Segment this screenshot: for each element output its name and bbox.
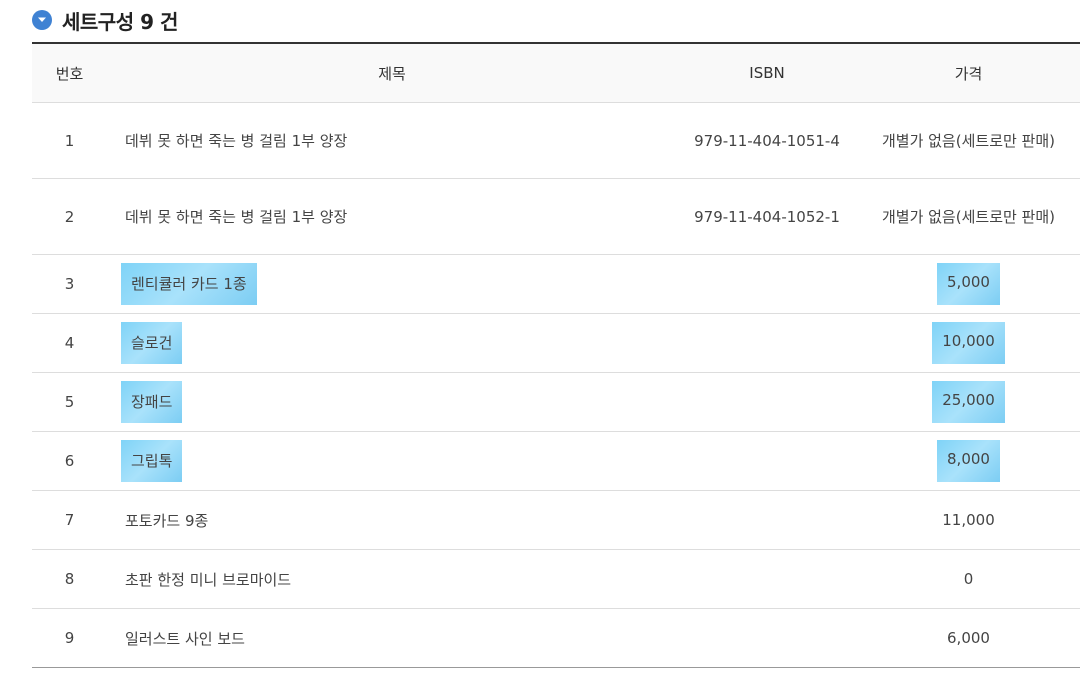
column-header-title: 제목 — [107, 43, 677, 103]
table-row: 8 초판 한정 미니 브로마이드 0 — [32, 549, 1080, 609]
row-price: 11,000 — [942, 511, 995, 529]
table-row: 3 렌티큘러 카드 1종 5,000 — [32, 254, 1080, 314]
row-title: 장패드 — [121, 381, 183, 423]
row-number: 2 — [64, 207, 75, 226]
row-isbn-cell — [677, 490, 857, 550]
row-number-cell: 4 — [32, 313, 107, 373]
row-price-cell: 11,000 — [857, 490, 1080, 550]
row-price-cell: 개별가 없음(세트로만 판매) — [857, 178, 1080, 255]
row-isbn-cell — [677, 254, 857, 314]
row-price: 6,000 — [947, 629, 990, 647]
row-title-cell: 일러스트 사인 보드 — [107, 608, 677, 668]
row-title-cell: 그립톡 — [107, 431, 677, 491]
row-number-cell: 3 — [32, 254, 107, 314]
row-isbn-cell — [677, 431, 857, 491]
row-title-cell: 포토카드 9종 — [107, 490, 677, 550]
row-number-cell: 5 — [32, 372, 107, 432]
row-title: 그립톡 — [121, 440, 183, 482]
table-row: 2 데뷔 못 하면 죽는 병 걸림 1부 양장 979-11-404-1052-1 개… — [32, 178, 1080, 255]
section-header: 세트구성 9 건 — [32, 4, 178, 36]
row-number-cell: 1 — [32, 102, 107, 179]
row-isbn-cell: 979-11-404-1051-4 — [677, 102, 857, 179]
row-title: 포토카드 9종 — [125, 511, 209, 530]
row-price: 10,000 — [932, 322, 1005, 364]
row-number-cell: 6 — [32, 431, 107, 491]
row-number-cell: 7 — [32, 490, 107, 550]
row-isbn-cell — [677, 549, 857, 609]
set-composition-table: 번호 제목 ISBN 가격 1 데뷔 못 하면 죽는 병 걸림 1부 양장 979-… — [32, 42, 1080, 668]
row-number-cell: 2 — [32, 178, 107, 255]
row-price-cell: 5,000 — [857, 254, 1080, 314]
row-price-cell: 6,000 — [857, 608, 1080, 668]
table-row: 5 장패드 25,000 — [32, 372, 1080, 432]
row-number: 8 — [64, 570, 75, 588]
row-price-cell: 개별가 없음(세트로만 판매) — [857, 102, 1080, 179]
row-title: 렌티큘러 카드 1종 — [121, 263, 257, 305]
row-title: 초판 한정 미니 브로마이드 — [125, 570, 292, 589]
column-header-number: 번호 — [32, 43, 107, 103]
row-price-cell: 8,000 — [857, 431, 1080, 491]
table-header-row: 번호 제목 ISBN 가격 — [32, 43, 1080, 103]
row-title: 슬로건 — [121, 322, 183, 364]
row-isbn-cell — [677, 313, 857, 373]
row-title-cell: 데뷔 못 하면 죽는 병 걸림 1부 양장 — [107, 102, 677, 179]
row-price-cell: 25,000 — [857, 372, 1080, 432]
table-row: 6 그립톡 8,000 — [32, 431, 1080, 491]
table-row: 1 데뷔 못 하면 죽는 병 걸림 1부 양장 979-11-404-1051-4 개… — [32, 102, 1080, 179]
row-title: 데뷔 못 하면 죽는 병 걸림 1부 양장 — [125, 208, 348, 226]
row-isbn-cell: 979-11-404-1052-1 — [677, 178, 857, 255]
row-number: 9 — [64, 629, 75, 647]
row-isbn-cell — [677, 608, 857, 668]
row-title-cell: 슬로건 — [107, 313, 677, 373]
row-price: 개별가 없음(세트로만 판매) — [881, 208, 1056, 226]
row-number: 4 — [64, 334, 75, 352]
row-price: 8,000 — [937, 440, 1000, 482]
row-number: 1 — [64, 131, 75, 150]
row-number: 6 — [64, 452, 75, 470]
row-title-cell: 장패드 — [107, 372, 677, 432]
row-price-cell: 0 — [857, 549, 1080, 609]
column-header-price: 가격 — [857, 43, 1080, 103]
row-price: 개별가 없음(세트로만 판매) — [881, 132, 1056, 150]
chevron-down-circle-icon[interactable] — [32, 10, 52, 30]
row-number-cell: 9 — [32, 608, 107, 668]
row-price: 0 — [963, 570, 974, 588]
table-row: 9 일러스트 사인 보드 6,000 — [32, 608, 1080, 668]
section-title: 세트구성 9 건 — [62, 9, 178, 34]
row-number-cell: 8 — [32, 549, 107, 609]
row-title-cell: 초판 한정 미니 브로마이드 — [107, 549, 677, 609]
row-number: 3 — [64, 275, 75, 293]
table-row: 7 포토카드 9종 11,000 — [32, 490, 1080, 550]
row-isbn-cell — [677, 372, 857, 432]
row-isbn: 979-11-404-1052-1 — [694, 207, 840, 226]
row-title-cell: 렌티큘러 카드 1종 — [107, 254, 677, 314]
row-price: 25,000 — [932, 381, 1005, 423]
row-title-cell: 데뷔 못 하면 죽는 병 걸림 1부 양장 — [107, 178, 677, 255]
column-header-isbn: ISBN — [677, 43, 857, 103]
table-row: 4 슬로건 10,000 — [32, 313, 1080, 373]
row-title: 일러스트 사인 보드 — [125, 629, 245, 648]
row-price: 5,000 — [937, 263, 1000, 305]
row-title: 데뷔 못 하면 죽는 병 걸림 1부 양장 — [125, 132, 348, 150]
row-isbn: 979-11-404-1051-4 — [694, 131, 840, 150]
row-price-cell: 10,000 — [857, 313, 1080, 373]
row-number: 5 — [64, 393, 75, 411]
row-number: 7 — [64, 511, 75, 529]
